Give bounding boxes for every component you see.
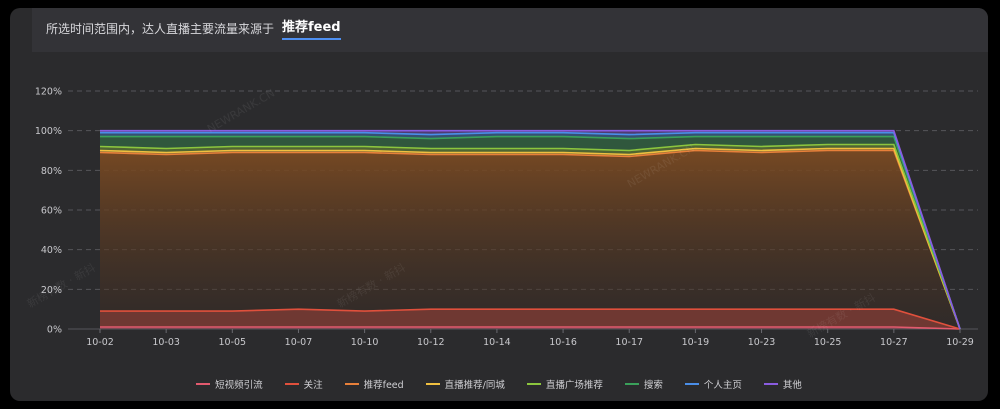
summary-header: 所选时间范围内，达人直播主要流量来源于 推荐feed [32,8,988,52]
legend-label: 直播广场推荐 [545,380,603,391]
x-tick-label: 10-16 [549,337,577,348]
x-tick-label: 10-07 [285,337,313,348]
legend-swatch [344,383,359,385]
y-tick-label: 60% [41,206,62,217]
x-tick-label: 10-19 [682,337,710,348]
x-tick-label: 10-27 [880,337,908,348]
y-tick-label: 100% [35,126,62,137]
y-tick-label: 20% [41,285,62,296]
legend-label: 直播推荐/同城 [444,380,505,391]
series-area [100,309,960,329]
legend-label: 推荐feed [363,380,404,391]
legend-item[interactable]: 直播推荐/同城 [425,375,505,393]
legend-label: 其他 [782,380,802,391]
x-tick-label: 10-23 [748,337,776,348]
x-tick-label: 10-12 [417,337,445,348]
legend-label: 短视频引流 [215,380,263,391]
legend-item[interactable]: 个人主页 [684,375,742,393]
legend-swatch [284,383,299,385]
legend-item[interactable]: 直播广场推荐 [526,375,603,393]
series-line[interactable] [100,326,961,330]
x-tick-label: 10-05 [219,337,247,348]
legend-swatch [624,383,639,385]
legend-swatch [684,383,699,385]
summary-text: 所选时间范围内，达人直播主要流量来源于 [46,22,275,36]
y-tick-label: 120% [35,87,62,98]
x-tick-label: 10-03 [152,337,180,348]
legend-label: 个人主页 [703,380,742,391]
series-line[interactable] [99,149,961,330]
legend-swatch [526,383,541,385]
y-tick-label: 80% [41,166,62,177]
stacked-area-chart: 0% 20% 40% 60% 80% 100% 120% 10-02 10-03 10-05 10-… [25,87,978,348]
legend-swatch [196,383,211,385]
series-line[interactable] [99,147,961,330]
legend-item[interactable]: 搜索 [624,375,663,393]
legend-swatch [763,383,778,385]
legend-swatch [425,383,440,385]
series-line[interactable] [100,135,961,330]
series-line[interactable] [100,131,961,330]
series-area [100,150,960,329]
chart-legend: 短视频引流 关注 推荐feed 直播推荐/同城 直播广场推荐 搜索 个人主页 其他 [10,375,988,393]
watermark: NEWRANK.CN [205,87,277,136]
legend-item[interactable]: 关注 [284,375,323,393]
legend-item[interactable]: 短视频引流 [196,375,263,393]
series-line[interactable] [99,143,961,330]
legend-item[interactable]: 其他 [763,375,802,393]
series-line[interactable] [100,308,961,330]
x-tick-label: 10-29 [946,337,974,348]
x-tick-label: 10-14 [483,337,511,348]
top-source-label[interactable]: 推荐feed [282,16,341,40]
legend-label: 关注 [303,380,323,391]
x-tick-label: 10-25 [814,337,842,348]
y-tick-label: 0% [47,325,62,336]
watermark: 新榜有数 · 新抖 [25,260,98,310]
chart-panel: 所选时间范围内，达人直播主要流量来源于 推荐feed 0% 20% 40% 60% 80… [10,8,988,401]
x-tick-label: 10-17 [615,337,643,348]
series-line[interactable] [100,129,961,330]
legend-item[interactable]: 推荐feed [344,375,404,393]
legend-label: 搜索 [643,380,663,391]
y-tick-label: 40% [41,245,62,256]
x-tick-label: 10-02 [86,337,114,348]
x-tick-label: 10-10 [351,337,379,348]
